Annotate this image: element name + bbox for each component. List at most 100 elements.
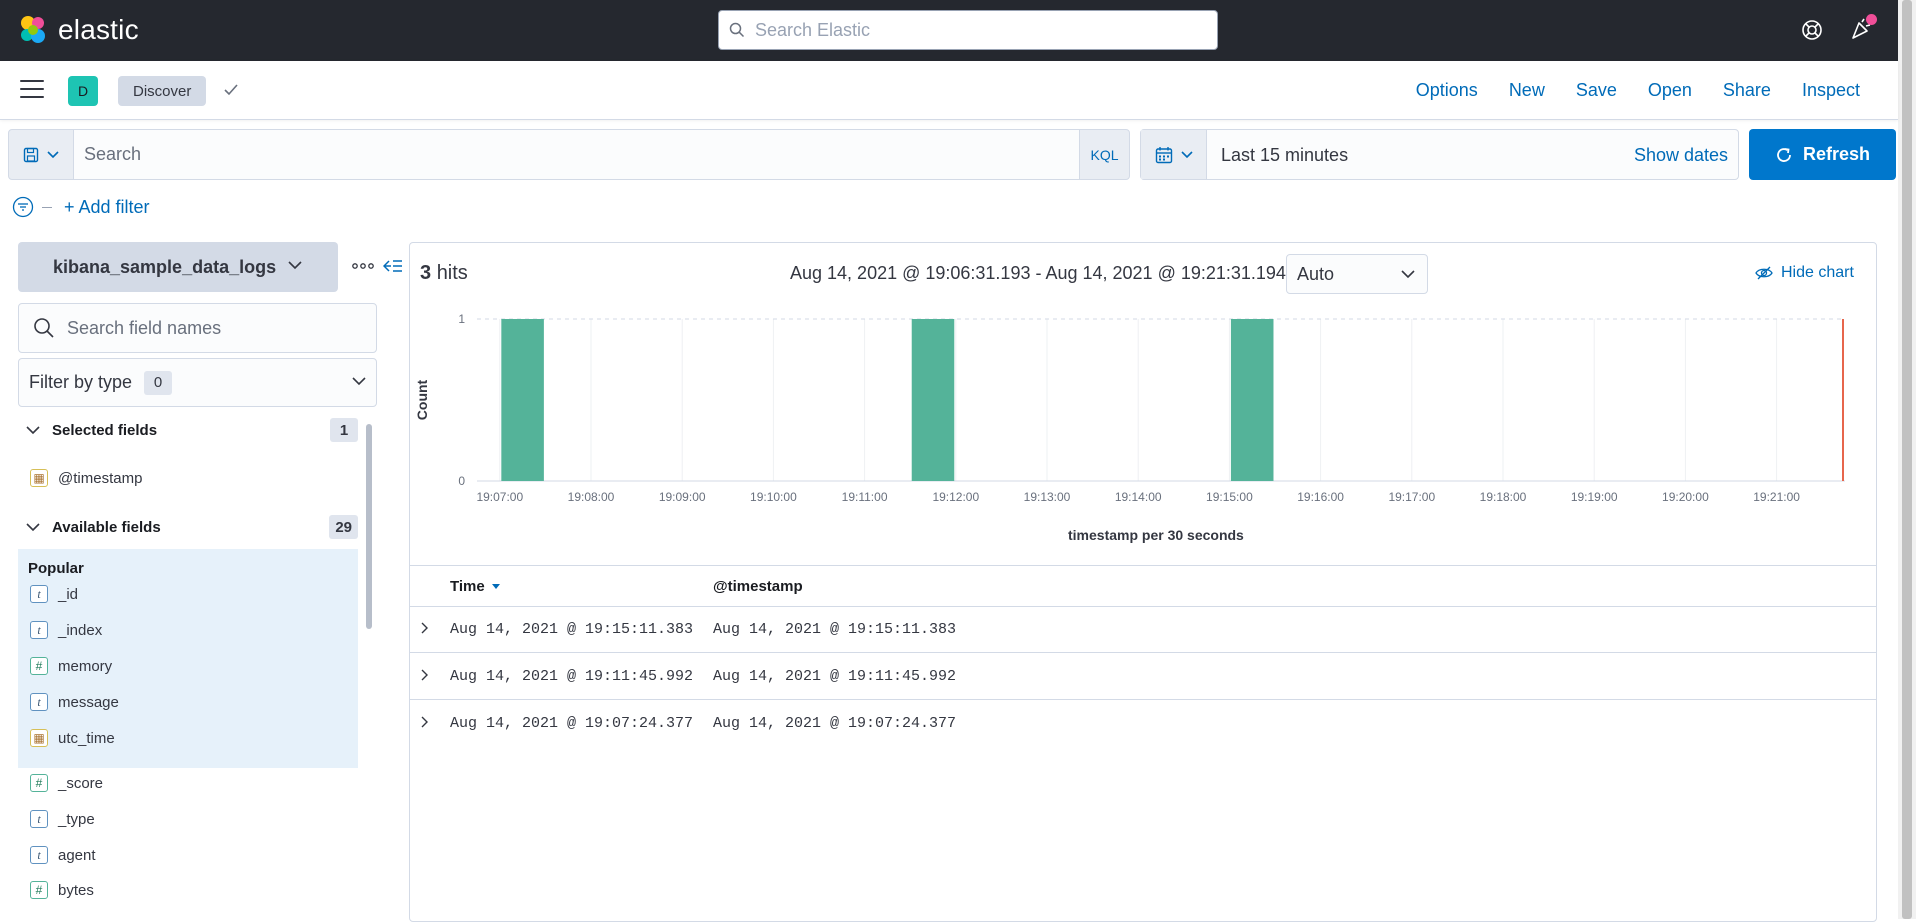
nav-inspect-link[interactable]: Inspect — [1801, 80, 1860, 100]
nav-save-link[interactable]: Save — [1575, 80, 1617, 100]
selected-fields-toggle[interactable]: Selected fields 1 — [18, 415, 358, 445]
number-type-icon: # — [30, 881, 48, 899]
date-range-label[interactable]: Last 15 minutes — [1221, 145, 1349, 165]
x-tick-label: 19:09:00 — [659, 490, 706, 504]
field-name: memory — [58, 657, 113, 675]
field-item-timestamp[interactable]: ▦ @timestamp — [30, 463, 142, 493]
x-tick-label: 19:21:00 — [1753, 490, 1800, 504]
x-tick-label: 19:07:00 — [476, 490, 523, 504]
field-name: @timestamp — [58, 469, 143, 487]
field-name: _type — [58, 810, 95, 828]
expand-row-icon[interactable] — [420, 621, 430, 635]
breadcrumb-discover[interactable]: Discover — [118, 76, 207, 106]
search-icon — [34, 318, 54, 338]
notification-dot — [1866, 14, 1877, 25]
search-icon — [729, 22, 745, 38]
query-input-wrapper — [74, 129, 1087, 180]
space-avatar[interactable]: D — [68, 76, 98, 106]
filter-count-badge: 0 — [144, 370, 173, 395]
string-type-icon: t — [30, 846, 48, 864]
field-search[interactable] — [18, 303, 377, 353]
chevron-down-icon — [26, 522, 40, 531]
filter-by-type-label: Filter by type — [29, 372, 133, 392]
field-item-utc-time[interactable]: ▦ utc_time — [30, 723, 115, 753]
brand-name: elastic — [58, 14, 139, 45]
calendar-icon — [1155, 146, 1172, 163]
x-tick-label: 19:10:00 — [750, 490, 797, 504]
y-axis-title: Count — [414, 379, 431, 421]
filter-options-icon[interactable] — [12, 196, 34, 218]
menu-toggle-button[interactable] — [20, 80, 44, 100]
field-name: _id — [58, 585, 79, 603]
row-time: Aug 14, 2021 @ 19:11:45.992 — [450, 668, 694, 685]
refresh-button[interactable]: Refresh — [1749, 129, 1896, 180]
saved-query-button[interactable] — [8, 129, 74, 180]
field-name: _score — [58, 774, 104, 792]
global-search-input[interactable] — [755, 19, 1175, 41]
expand-row-icon[interactable] — [420, 715, 430, 729]
collapse-sidebar-icon[interactable] — [383, 258, 403, 274]
check-icon — [224, 84, 238, 96]
newsfeed-icon[interactable] — [1850, 17, 1872, 41]
field-item-memory[interactable]: # memory — [30, 651, 112, 681]
index-pattern-selector[interactable]: kibana_sample_data_logs — [18, 242, 338, 292]
hide-chart-label: Hide chart — [1781, 264, 1854, 281]
x-tick-label: 19:16:00 — [1297, 490, 1344, 504]
quick-select-button[interactable] — [1141, 130, 1207, 179]
date-type-icon: ▦ — [30, 729, 48, 747]
selected-count-badge: 1 — [330, 418, 358, 442]
available-fields-toggle[interactable]: Available fields 29 — [18, 512, 358, 542]
interval-value: Auto — [1297, 263, 1335, 284]
nav-options-link[interactable]: Options — [1415, 80, 1478, 100]
field-item-agent[interactable]: t agent — [30, 840, 96, 870]
field-item-score[interactable]: # _score — [30, 768, 103, 798]
available-fields-title: Available fields — [52, 518, 161, 536]
field-name: agent — [58, 846, 96, 864]
histogram-bar — [911, 319, 955, 481]
x-tick-label: 19:19:00 — [1571, 490, 1618, 504]
field-search-input[interactable] — [67, 317, 367, 339]
nav-new-link[interactable]: New — [1508, 80, 1545, 100]
filter-by-type-dropdown[interactable]: Filter by type 0 — [18, 358, 377, 407]
app-bar: D Discover Options New Save Open Share I… — [0, 61, 1898, 120]
add-filter-button[interactable]: + Add filter — [64, 196, 150, 217]
field-item-message[interactable]: t message — [30, 687, 119, 717]
table-row: Aug 14, 2021 @ 19:15:11.383 Aug 14, 2021… — [410, 607, 1876, 653]
y-tick-label: 1 — [458, 312, 465, 326]
table-row: Aug 14, 2021 @ 19:07:24.377 Aug 14, 2021… — [410, 701, 1876, 747]
field-item-id[interactable]: t _id — [30, 579, 78, 609]
hide-chart-button[interactable]: Hide chart — [1755, 264, 1854, 282]
column-time-header[interactable]: Time — [450, 578, 501, 595]
filter-divider — [42, 206, 52, 208]
refresh-label: Refresh — [1802, 144, 1871, 164]
page-scrollbar[interactable] — [1898, 0, 1916, 919]
global-header: elastic — [0, 0, 1898, 61]
sidebar-scrollbar[interactable] — [366, 424, 372, 629]
table-row: Aug 14, 2021 @ 19:11:45.992 Aug 14, 2021… — [410, 654, 1876, 700]
nav-share-link[interactable]: Share — [1722, 80, 1771, 100]
expand-row-icon[interactable] — [420, 668, 430, 682]
row-time: Aug 14, 2021 @ 19:07:24.377 — [450, 715, 694, 732]
field-item-bytes[interactable]: # bytes — [30, 875, 94, 905]
show-dates-button[interactable]: Show dates — [1633, 145, 1728, 165]
interval-select[interactable]: Auto — [1286, 254, 1428, 294]
field-item-type[interactable]: t _type — [30, 804, 95, 834]
page-scrollbar-thumb[interactable] — [1902, 0, 1912, 919]
global-search[interactable] — [718, 10, 1218, 50]
x-tick-label: 19:17:00 — [1388, 490, 1435, 504]
nav-open-link[interactable]: Open — [1647, 80, 1692, 100]
elastic-logo[interactable]: elastic — [18, 14, 139, 46]
chevron-down-icon — [1401, 270, 1415, 279]
string-type-icon: t — [30, 585, 48, 603]
sort-descending-icon[interactable] — [491, 583, 501, 590]
query-input[interactable] — [84, 144, 1064, 165]
help-icon[interactable] — [1801, 19, 1823, 41]
more-options-icon[interactable] — [352, 263, 374, 269]
field-name: utc_time — [58, 729, 115, 747]
row-time: Aug 14, 2021 @ 19:15:11.383 — [450, 621, 694, 638]
string-type-icon: t — [30, 621, 48, 639]
x-tick-label: 19:13:00 — [1024, 490, 1071, 504]
kql-language-button[interactable]: KQL — [1079, 129, 1130, 180]
column-timestamp-header[interactable]: @timestamp — [713, 578, 803, 595]
field-item-index[interactable]: t _index — [30, 615, 102, 645]
